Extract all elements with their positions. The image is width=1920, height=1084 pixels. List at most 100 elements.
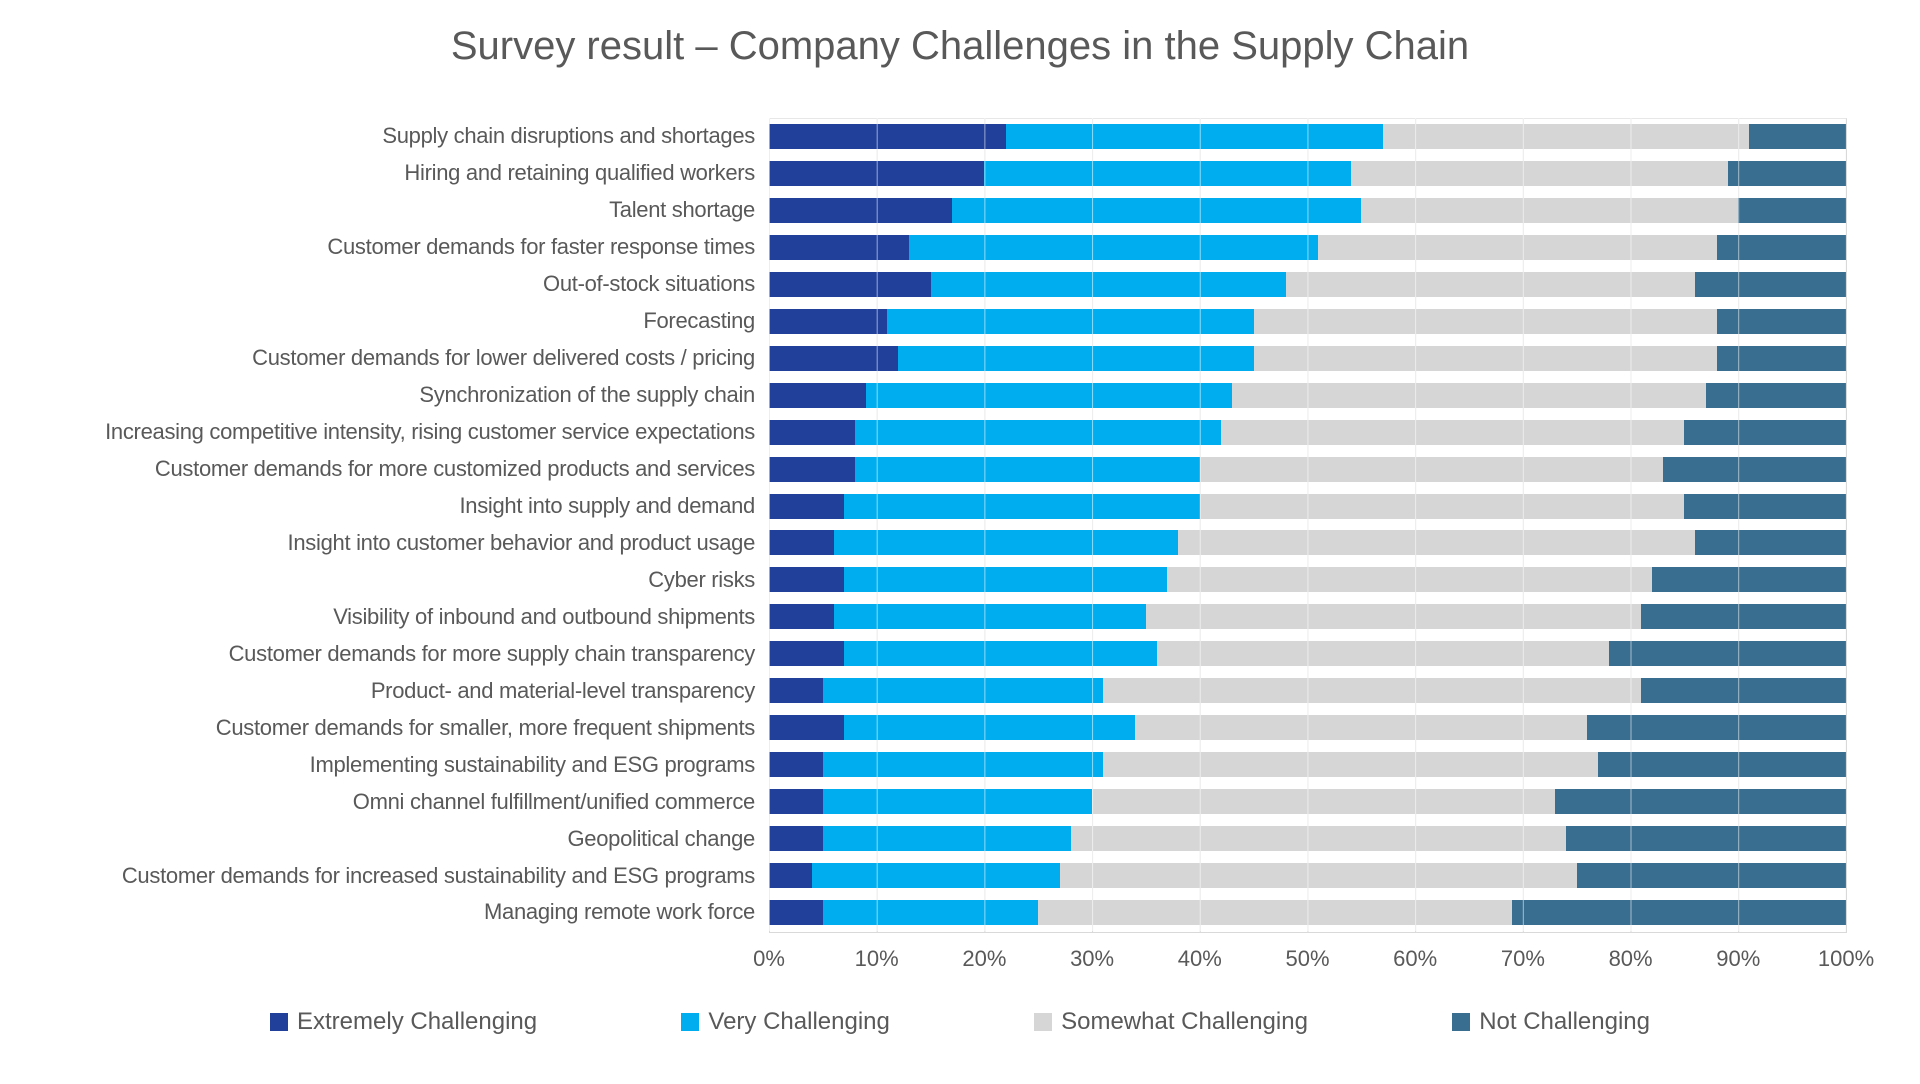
bar-segment-not-challenging: [1652, 567, 1846, 593]
bar-track: [769, 160, 1846, 186]
bar-segment-very-challenging: [844, 715, 1136, 741]
legend-swatch-very-challenging: [681, 1013, 700, 1031]
bar-segment-somewhat-challenging: [1070, 826, 1566, 852]
legend-swatch-somewhat-challenging: [1034, 1013, 1053, 1031]
bar-row: Synchronization of the supply chain: [30, 377, 1846, 414]
bar-row: Insight into supply and demand: [30, 488, 1846, 525]
bar-track: [769, 197, 1846, 223]
bar-segment-not-challenging: [1598, 752, 1846, 778]
bar-row: Customer demands for smaller, more frequ…: [30, 709, 1846, 746]
x-axis-tick: 30%: [1070, 946, 1115, 971]
bar-row: Customer demands for faster response tim…: [30, 229, 1846, 266]
bar-segment-somewhat-challenging: [1382, 123, 1750, 149]
category-label-text: Forecasting: [643, 308, 755, 334]
legend-item-extremely-challenging: Extremely Challenging: [270, 1008, 537, 1036]
category-label: Implementing sustainability and ESG prog…: [30, 752, 769, 778]
category-label: Customer demands for increased sustainab…: [30, 863, 769, 889]
bar-segment-extremely-challenging: [769, 345, 899, 371]
bar-segment-very-challenging: [865, 382, 1233, 408]
x-axis-tick: 90%: [1716, 946, 1761, 971]
legend-label: Somewhat Challenging: [1061, 1008, 1308, 1035]
legend-label: Extremely Challenging: [297, 1008, 538, 1035]
bar-track: [769, 382, 1846, 408]
bar-segment-very-challenging: [844, 641, 1157, 667]
category-label-text: Customer demands for faster response tim…: [327, 234, 755, 260]
bar-segment-not-challenging: [1727, 160, 1846, 186]
bar-segment-extremely-challenging: [769, 197, 953, 223]
category-label: Customer demands for more supply chain t…: [30, 641, 769, 667]
bar-segment-extremely-challenging: [769, 826, 823, 852]
category-label-text: Talent shortage: [609, 197, 755, 223]
x-axis-tick: 40%: [1177, 946, 1222, 971]
category-label-text: Visibility of inbound and outbound shipm…: [333, 603, 755, 629]
bar-track: [769, 789, 1846, 815]
category-label-text: Synchronization of the supply chain: [419, 382, 755, 408]
bar-segment-somewhat-challenging: [1361, 197, 1739, 223]
category-label: Product- and material-level transparency: [30, 678, 769, 704]
bar-segment-not-challenging: [1641, 604, 1846, 630]
bar-track: [769, 456, 1846, 482]
category-label-text: Customer demands for lower delivered cos…: [252, 345, 755, 371]
category-label: Geopolitical change: [30, 826, 769, 852]
bar-segment-not-challenging: [1749, 123, 1846, 149]
bar-segment-somewhat-challenging: [1221, 419, 1685, 445]
bar-track: [769, 641, 1846, 667]
bar-segment-very-challenging: [887, 308, 1254, 334]
category-label-text: Insight into customer behavior and produ…: [287, 529, 756, 555]
bar-row: Visibility of inbound and outbound shipm…: [30, 598, 1846, 635]
bar-segment-extremely-challenging: [769, 715, 845, 741]
bar-row: Customer demands for lower delivered cos…: [30, 340, 1846, 377]
category-label: Managing remote work force: [30, 899, 769, 925]
bar-segment-not-challenging: [1576, 863, 1846, 889]
category-label: Omni channel fulfillment/unified commerc…: [30, 789, 769, 815]
category-label: Talent shortage: [30, 197, 769, 223]
bar-row: Increasing competitive intensity, rising…: [30, 414, 1846, 451]
category-label-text: Customer demands for more supply chain t…: [228, 640, 756, 666]
bar-segment-very-challenging: [833, 530, 1179, 556]
bar-rows: Supply chain disruptions and shortages Hi…: [30, 118, 1846, 931]
bar-segment-very-challenging: [1005, 123, 1383, 149]
bar-row: Omni channel fulfillment/unified commerc…: [30, 783, 1846, 820]
bar-segment-extremely-challenging: [769, 641, 845, 667]
bar-segment-not-challenging: [1641, 678, 1846, 704]
bar-segment-not-challenging: [1662, 456, 1846, 482]
legend-item-very-challenging: Very Challenging: [681, 1008, 890, 1036]
bar-track: [769, 419, 1846, 445]
bar-segment-very-challenging: [909, 234, 1319, 260]
bar-track: [769, 604, 1846, 630]
bar-row: Customer demands for increased sustainab…: [30, 857, 1846, 894]
bar-segment-somewhat-challenging: [1199, 456, 1663, 482]
bar-row: Talent shortage: [30, 192, 1846, 229]
category-label: Customer demands for lower delivered cos…: [30, 345, 769, 371]
x-axis-tick: 60%: [1393, 946, 1438, 971]
bar-track: [769, 567, 1846, 593]
bar-track: [769, 308, 1846, 334]
bar-track: [769, 863, 1846, 889]
x-axis-tick: 20%: [962, 946, 1007, 971]
bar-segment-very-challenging: [812, 863, 1060, 889]
category-label: Customer demands for more customized pro…: [30, 456, 769, 482]
legend-swatch-extremely-challenging: [270, 1013, 288, 1031]
x-axis-tick: 70%: [1500, 946, 1545, 971]
category-label: Synchronization of the supply chain: [30, 382, 769, 408]
bar-segment-not-challenging: [1609, 641, 1846, 667]
x-axis-tick: 0%: [753, 946, 785, 971]
bar-segment-very-challenging: [855, 456, 1200, 482]
bar-segment-somewhat-challenging: [1102, 678, 1642, 704]
category-label-text: Hiring and retaining qualified workers: [404, 160, 755, 186]
bar-row: Supply chain disruptions and shortages: [30, 118, 1846, 155]
category-label-text: Managing remote work force: [484, 899, 755, 925]
bar-row: Product- and material-level transparency: [30, 672, 1846, 709]
bar-row: Cyber risks: [30, 561, 1846, 598]
category-label: Insight into supply and demand: [30, 493, 769, 519]
legend-swatch-not-challenging: [1452, 1013, 1471, 1031]
bar-segment-not-challenging: [1738, 197, 1846, 223]
bar-row: Out-of-stock situations: [30, 266, 1846, 303]
legend-item-somewhat-challenging: Somewhat Challenging: [1034, 1008, 1308, 1036]
bar-track: [769, 345, 1846, 371]
category-label: Visibility of inbound and outbound shipm…: [30, 604, 769, 630]
bar-segment-extremely-challenging: [769, 863, 813, 889]
category-label-text: Insight into supply and demand: [459, 493, 755, 518]
bar-segment-extremely-challenging: [769, 123, 1006, 149]
bar-segment-somewhat-challenging: [1199, 493, 1685, 519]
